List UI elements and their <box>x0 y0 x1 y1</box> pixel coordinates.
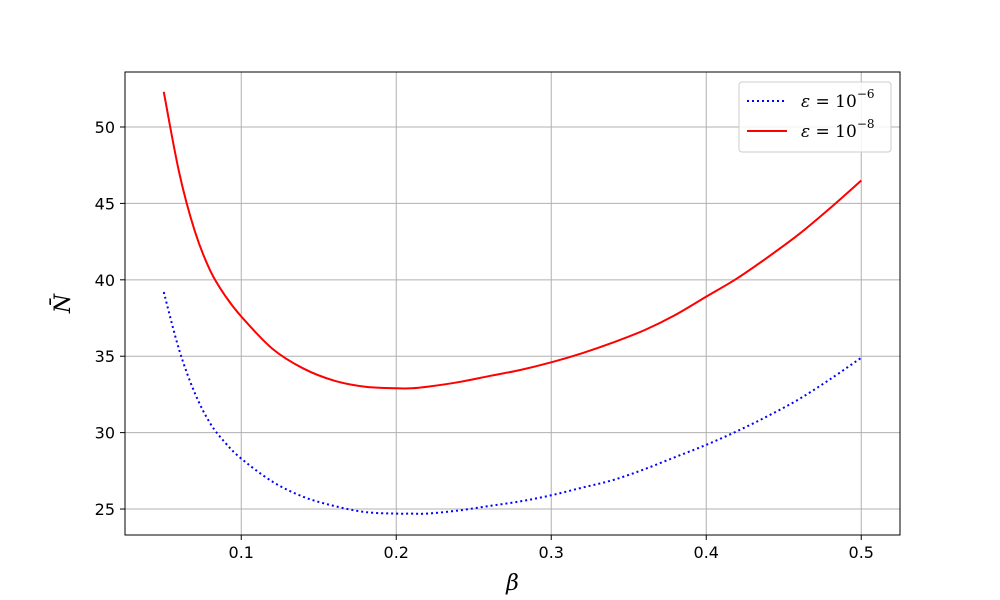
ticks: 0.1 0.2 0.3 0.4 0.5 25 30 35 40 45 50 <box>95 118 874 562</box>
legend-symbol: ε <box>801 92 810 112</box>
plot-frame <box>124 71 901 536</box>
y-tick-label: 45 <box>95 194 115 213</box>
x-tick-label: 0.1 <box>229 543 254 562</box>
legend-exponent: −8 <box>857 117 875 131</box>
series-line-1 <box>162 91 862 390</box>
legend-symbol: ε <box>801 122 810 142</box>
y-axis-label: N̄ <box>49 293 76 314</box>
y-tick-label: 25 <box>95 500 115 519</box>
legend-exponent: −6 <box>857 87 875 101</box>
y-tick-label: 30 <box>95 424 115 443</box>
x-axis-label: β <box>505 571 519 596</box>
series-line-0 <box>162 291 862 515</box>
x-tick-label: 0.5 <box>849 543 874 562</box>
x-tick-label: 0.4 <box>694 543 719 562</box>
legend-label-1: ε = 10−8 <box>801 117 875 142</box>
y-tick-label: 35 <box>95 347 115 366</box>
legend-eq: = 10 <box>810 92 857 112</box>
y-tick-label: 50 <box>95 118 115 137</box>
legend: ε = 10−6ε = 10−8 <box>738 81 892 153</box>
x-tick-label: 0.2 <box>384 543 409 562</box>
series-layer <box>162 91 862 515</box>
legend-eq: = 10 <box>810 122 857 142</box>
y-tick-label: 40 <box>95 271 115 290</box>
legend-box <box>738 81 892 153</box>
legend-label-0: ε = 10−6 <box>801 87 875 112</box>
x-tick-label: 0.3 <box>539 543 564 562</box>
